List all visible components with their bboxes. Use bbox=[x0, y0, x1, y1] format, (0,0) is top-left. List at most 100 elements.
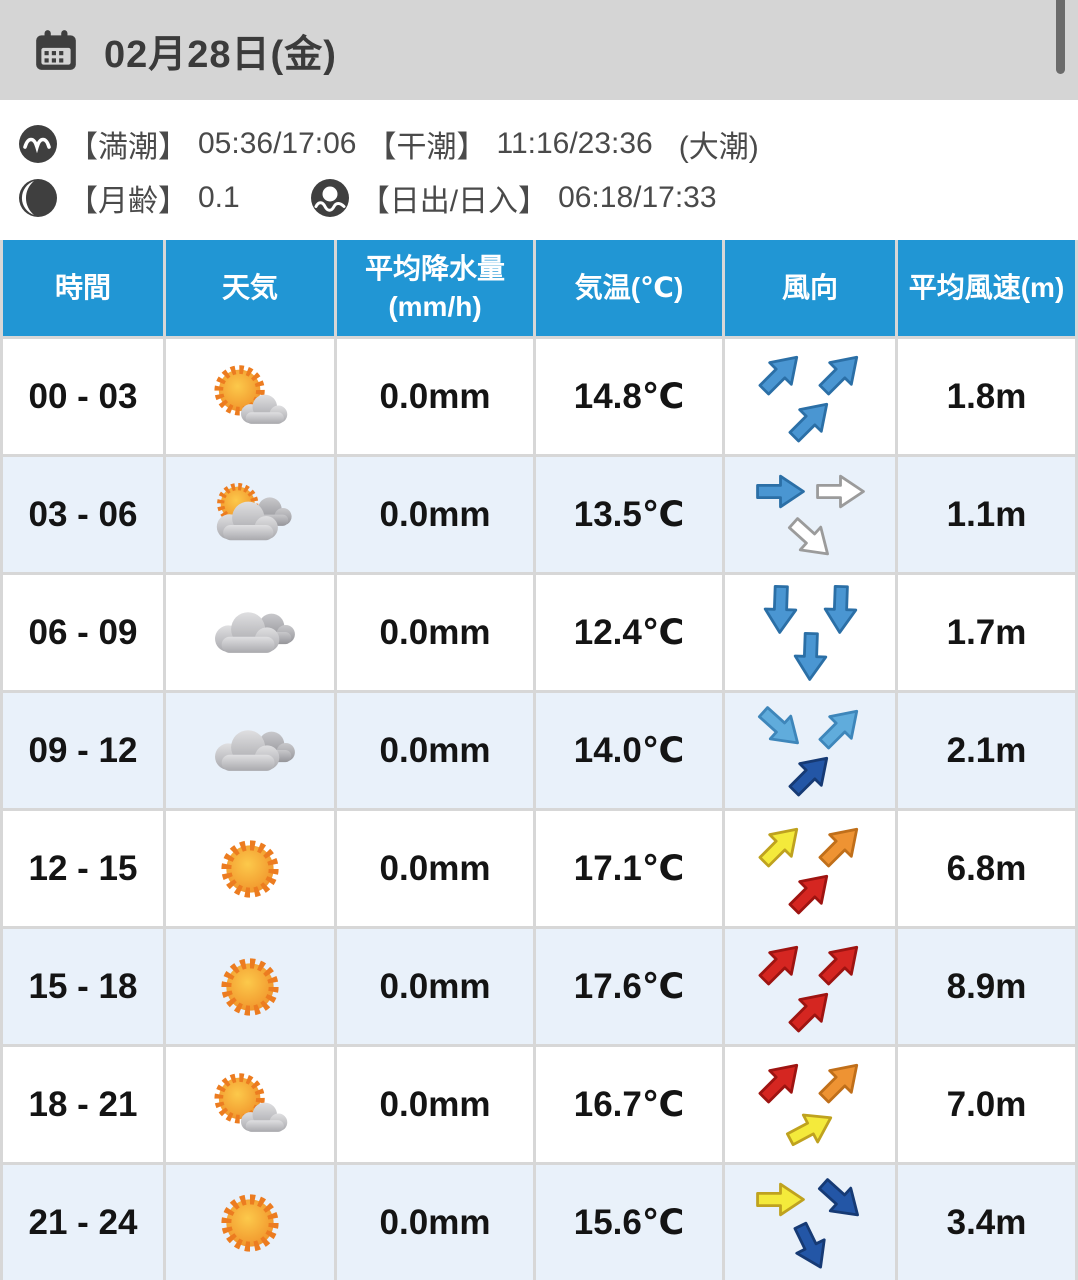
scrollbar-thumb[interactable] bbox=[1056, 0, 1065, 74]
wind-speed-cell: 1.7m bbox=[898, 575, 1075, 690]
time-range-cell: 18 - 21 bbox=[3, 1047, 163, 1162]
precipitation-cell: 0.0mm bbox=[337, 1165, 533, 1280]
wind-direction-cell bbox=[725, 693, 895, 808]
wind-arrow-ene-yellow-icon bbox=[776, 1094, 845, 1163]
wind-speed-cell: 1.8m bbox=[898, 339, 1075, 454]
col-header-wind-direction: 風向 bbox=[725, 240, 895, 336]
weather-sun-icon bbox=[221, 839, 279, 898]
wind-direction-cell bbox=[725, 929, 895, 1044]
time-range-cell: 09 - 12 bbox=[3, 693, 163, 808]
moon-age-label: 【月齢】 bbox=[68, 185, 188, 218]
col-header-weather: 天気 bbox=[166, 240, 334, 336]
time-range-cell: 03 - 06 bbox=[3, 457, 163, 572]
wind-arrow-s-blue-icon bbox=[814, 583, 867, 636]
weather-cell bbox=[166, 811, 334, 926]
moon-sun-info-row: 【月齢】 0.1 【日出/日入】 06:18/17:33 bbox=[18, 174, 1060, 222]
wind-direction-cell bbox=[725, 575, 895, 690]
precipitation-cell: 0.0mm bbox=[337, 1047, 533, 1162]
wind-arrow-ne-lightblue-icon bbox=[804, 691, 876, 763]
sunrise-icon bbox=[310, 178, 350, 218]
wind-arrow-ne-blue-icon bbox=[774, 384, 846, 456]
wind-arrow-ne-orange-icon bbox=[804, 809, 876, 881]
wind-arrow-e-white-icon bbox=[815, 466, 866, 517]
temperature-cell: 14.0℃ bbox=[536, 693, 722, 808]
wind-direction-cell bbox=[725, 457, 895, 572]
wind-arrow-e-yellow-icon bbox=[755, 1174, 806, 1225]
precipitation-cell: 0.0mm bbox=[337, 811, 533, 926]
temperature-cell: 17.6℃ bbox=[536, 929, 722, 1044]
weather-sun-cloud-icon bbox=[214, 1072, 288, 1132]
low-tide-value: 11:16/23:36 bbox=[496, 127, 653, 160]
weather-cell bbox=[166, 1047, 334, 1162]
weather-cell bbox=[166, 929, 334, 1044]
weather-cell bbox=[166, 1165, 334, 1280]
info-panel: 【満潮】 05:36/17:06 【干潮】 11:16/23:36 (大潮) 【… bbox=[0, 100, 1078, 240]
wind-arrow-se-lightblue-icon bbox=[744, 691, 816, 763]
wind-speed-cell: 3.4m bbox=[898, 1165, 1075, 1280]
precipitation-cell: 0.0mm bbox=[337, 339, 533, 454]
time-range-cell: 15 - 18 bbox=[3, 929, 163, 1044]
precipitation-cell: 0.0mm bbox=[337, 693, 533, 808]
col-header-time: 時間 bbox=[3, 240, 163, 336]
precipitation-cell: 0.0mm bbox=[337, 457, 533, 572]
wind-arrow-ne-navy-icon bbox=[774, 738, 846, 810]
sunrise-sunset-value: 06:18/17:33 bbox=[558, 181, 717, 214]
wind-arrow-ne-blue-icon bbox=[744, 337, 816, 409]
temperature-cell: 13.5℃ bbox=[536, 457, 722, 572]
weather-cell bbox=[166, 339, 334, 454]
moon-icon bbox=[18, 178, 58, 218]
weather-cloud-icon bbox=[215, 611, 295, 653]
wind-arrow-se-white-icon bbox=[774, 502, 846, 574]
time-range-cell: 21 - 24 bbox=[3, 1165, 163, 1280]
col-header-temperature: 気温(℃) bbox=[536, 240, 722, 336]
wind-arrow-se-navy-icon bbox=[804, 1163, 876, 1235]
high-tide-label: 【満潮】 bbox=[68, 131, 188, 164]
wind-direction-cell bbox=[725, 1047, 895, 1162]
time-range-cell: 00 - 03 bbox=[3, 339, 163, 454]
weather-sun-cloud-icon bbox=[214, 364, 288, 424]
time-range-cell: 12 - 15 bbox=[3, 811, 163, 926]
wind-arrow-ne-red-icon bbox=[774, 856, 846, 928]
sunrise-sunset-label: 【日出/日入】 bbox=[359, 185, 549, 218]
header-bar: 02月28日(金) bbox=[0, 0, 1078, 100]
temperature-cell: 15.6℃ bbox=[536, 1165, 722, 1280]
wind-arrow-s-blue-icon bbox=[784, 630, 837, 683]
moon-age-value: 0.1 bbox=[198, 181, 240, 214]
wind-arrow-ne-red-icon bbox=[744, 927, 816, 999]
wind-arrow-ne-yellow-icon bbox=[744, 809, 816, 881]
wind-speed-cell: 8.9m bbox=[898, 929, 1075, 1044]
wind-speed-cell: 1.1m bbox=[898, 457, 1075, 572]
tide-info-row: 【満潮】 05:36/17:06 【干潮】 11:16/23:36 (大潮) bbox=[18, 120, 1060, 168]
precipitation-cell: 0.0mm bbox=[337, 929, 533, 1044]
wind-arrow-ne-orange-icon bbox=[804, 1045, 876, 1117]
weather-cloud-sun-icon bbox=[216, 482, 292, 540]
forecast-table: 時間 天気 平均降水量 (mm/h) 気温(℃) 風向 平均風速(m) 00 - … bbox=[0, 240, 1078, 1280]
wind-arrow-e-blue-icon bbox=[755, 466, 806, 517]
calendar-icon bbox=[32, 26, 80, 74]
col-header-wind-speed: 平均風速(m) bbox=[898, 240, 1075, 336]
col-header-precipitation: 平均降水量 (mm/h) bbox=[337, 240, 533, 336]
weather-cloud-icon bbox=[215, 729, 295, 771]
temperature-cell: 14.8℃ bbox=[536, 339, 722, 454]
time-range-cell: 06 - 09 bbox=[3, 575, 163, 690]
page-title: 02月28日(金) bbox=[104, 33, 337, 76]
wind-speed-cell: 7.0m bbox=[898, 1047, 1075, 1162]
temperature-cell: 12.4℃ bbox=[536, 575, 722, 690]
wind-direction-cell bbox=[725, 811, 895, 926]
precipitation-cell: 0.0mm bbox=[337, 575, 533, 690]
wind-arrow-s-blue-icon bbox=[754, 583, 807, 636]
weather-cell bbox=[166, 457, 334, 572]
wave-icon bbox=[18, 124, 58, 164]
wind-arrow-sse-navy-icon bbox=[776, 1212, 844, 1280]
wind-direction-cell bbox=[725, 339, 895, 454]
wind-arrow-ne-blue-icon bbox=[804, 337, 876, 409]
wind-arrow-ne-red-icon bbox=[804, 927, 876, 999]
wind-speed-cell: 6.8m bbox=[898, 811, 1075, 926]
tide-type-label: (大潮) bbox=[678, 131, 759, 164]
wind-arrow-ne-red-icon bbox=[774, 974, 846, 1046]
high-tide-value: 05:36/17:06 bbox=[198, 127, 357, 160]
temperature-cell: 17.1℃ bbox=[536, 811, 722, 926]
weather-sun-icon bbox=[221, 957, 279, 1016]
weather-cell bbox=[166, 693, 334, 808]
wind-speed-cell: 2.1m bbox=[898, 693, 1075, 808]
